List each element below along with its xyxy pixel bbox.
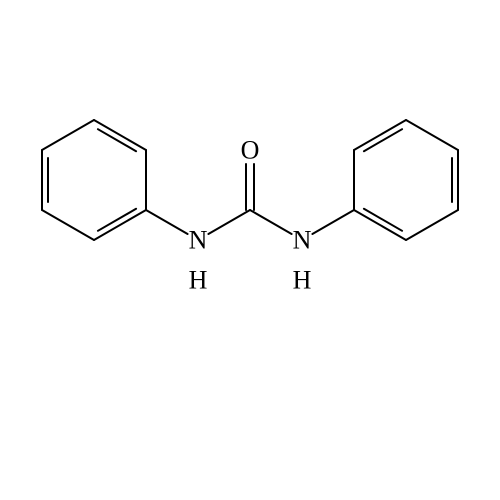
bond-line bbox=[208, 210, 250, 234]
bond-line bbox=[94, 120, 146, 150]
bond-line bbox=[42, 120, 94, 150]
bond-line bbox=[250, 210, 292, 234]
bond-line bbox=[354, 120, 406, 150]
bond-line bbox=[94, 210, 146, 240]
bond-line bbox=[354, 210, 406, 240]
bond-line bbox=[312, 210, 354, 234]
molecule-diagram: ONHNH bbox=[0, 0, 500, 500]
atom-label-n2: N bbox=[293, 226, 312, 255]
atom-label-o: O bbox=[241, 136, 260, 165]
bond-line bbox=[406, 210, 458, 240]
bond-line bbox=[42, 210, 94, 240]
atom-label-h2: H bbox=[293, 266, 312, 295]
bond-line bbox=[146, 210, 188, 234]
atom-label-h1: H bbox=[189, 266, 208, 295]
atom-label-n1: N bbox=[189, 226, 208, 255]
bond-line bbox=[406, 120, 458, 150]
